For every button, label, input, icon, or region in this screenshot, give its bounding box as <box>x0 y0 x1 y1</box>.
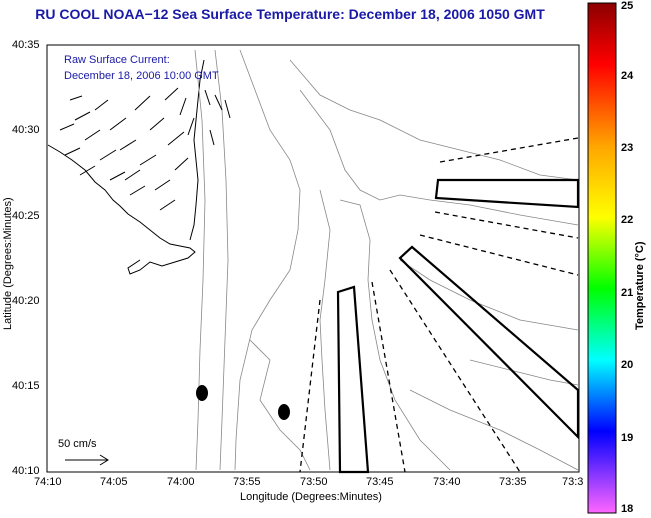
x-tick: 73:50 <box>300 476 328 488</box>
colorbar-tick: 23 <box>621 142 634 154</box>
y-axis-label: Latitude (Degrees:Minutes) <box>2 197 14 330</box>
x-tick: 73:55 <box>233 476 261 488</box>
x-tick: 74:10 <box>34 476 62 488</box>
x-tick: 74:00 <box>167 476 195 488</box>
colorbar-tick: 18 <box>621 503 634 515</box>
x-tick: 73:40 <box>433 476 461 488</box>
buoy-marker <box>278 404 290 420</box>
colorbar-tick: 22 <box>621 214 634 226</box>
y-tick: 40:30 <box>12 124 40 136</box>
x-tick: 74:05 <box>100 476 128 488</box>
colorbar-tick: 24 <box>621 70 634 82</box>
y-tick: 40:25 <box>12 210 40 222</box>
colorbar-tick: 25 <box>621 0 634 12</box>
surface-current-vectors <box>59 87 231 211</box>
x-axis-label: Longitude (Degrees:Minutes) <box>240 491 382 503</box>
x-tick: 73:35 <box>499 476 527 488</box>
x-tick: 73:45 <box>366 476 394 488</box>
survey-polygons <box>336 178 580 474</box>
legend-current-label: Raw Surface Current: <box>64 54 170 66</box>
y-tick: 40:20 <box>12 295 40 307</box>
map-title: RU COOL NOAA−12 Sea Surface Temperature:… <box>35 6 545 22</box>
colorbar-tick: 19 <box>621 432 634 444</box>
plot-frame <box>46 44 580 473</box>
colorbar-tick: 20 <box>621 359 634 371</box>
colorbar-title: Temperature (°C) <box>634 241 646 330</box>
colorbar <box>587 2 617 514</box>
y-tick: 40:35 <box>12 39 40 51</box>
buoy-marker <box>196 385 208 401</box>
y-tick: 40:15 <box>12 380 40 392</box>
bathymetry-contours <box>194 49 579 471</box>
legend-current-time: December 18, 2006 10:00 GMT <box>64 70 219 82</box>
radar-beam-lines <box>299 137 579 473</box>
colorbar-tick: 21 <box>621 287 634 299</box>
y-tick: 40:10 <box>12 465 40 477</box>
scale-arrow <box>65 454 109 466</box>
scale-label: 50 cm/s <box>58 438 97 450</box>
x-tick: 73:3 <box>562 476 584 488</box>
